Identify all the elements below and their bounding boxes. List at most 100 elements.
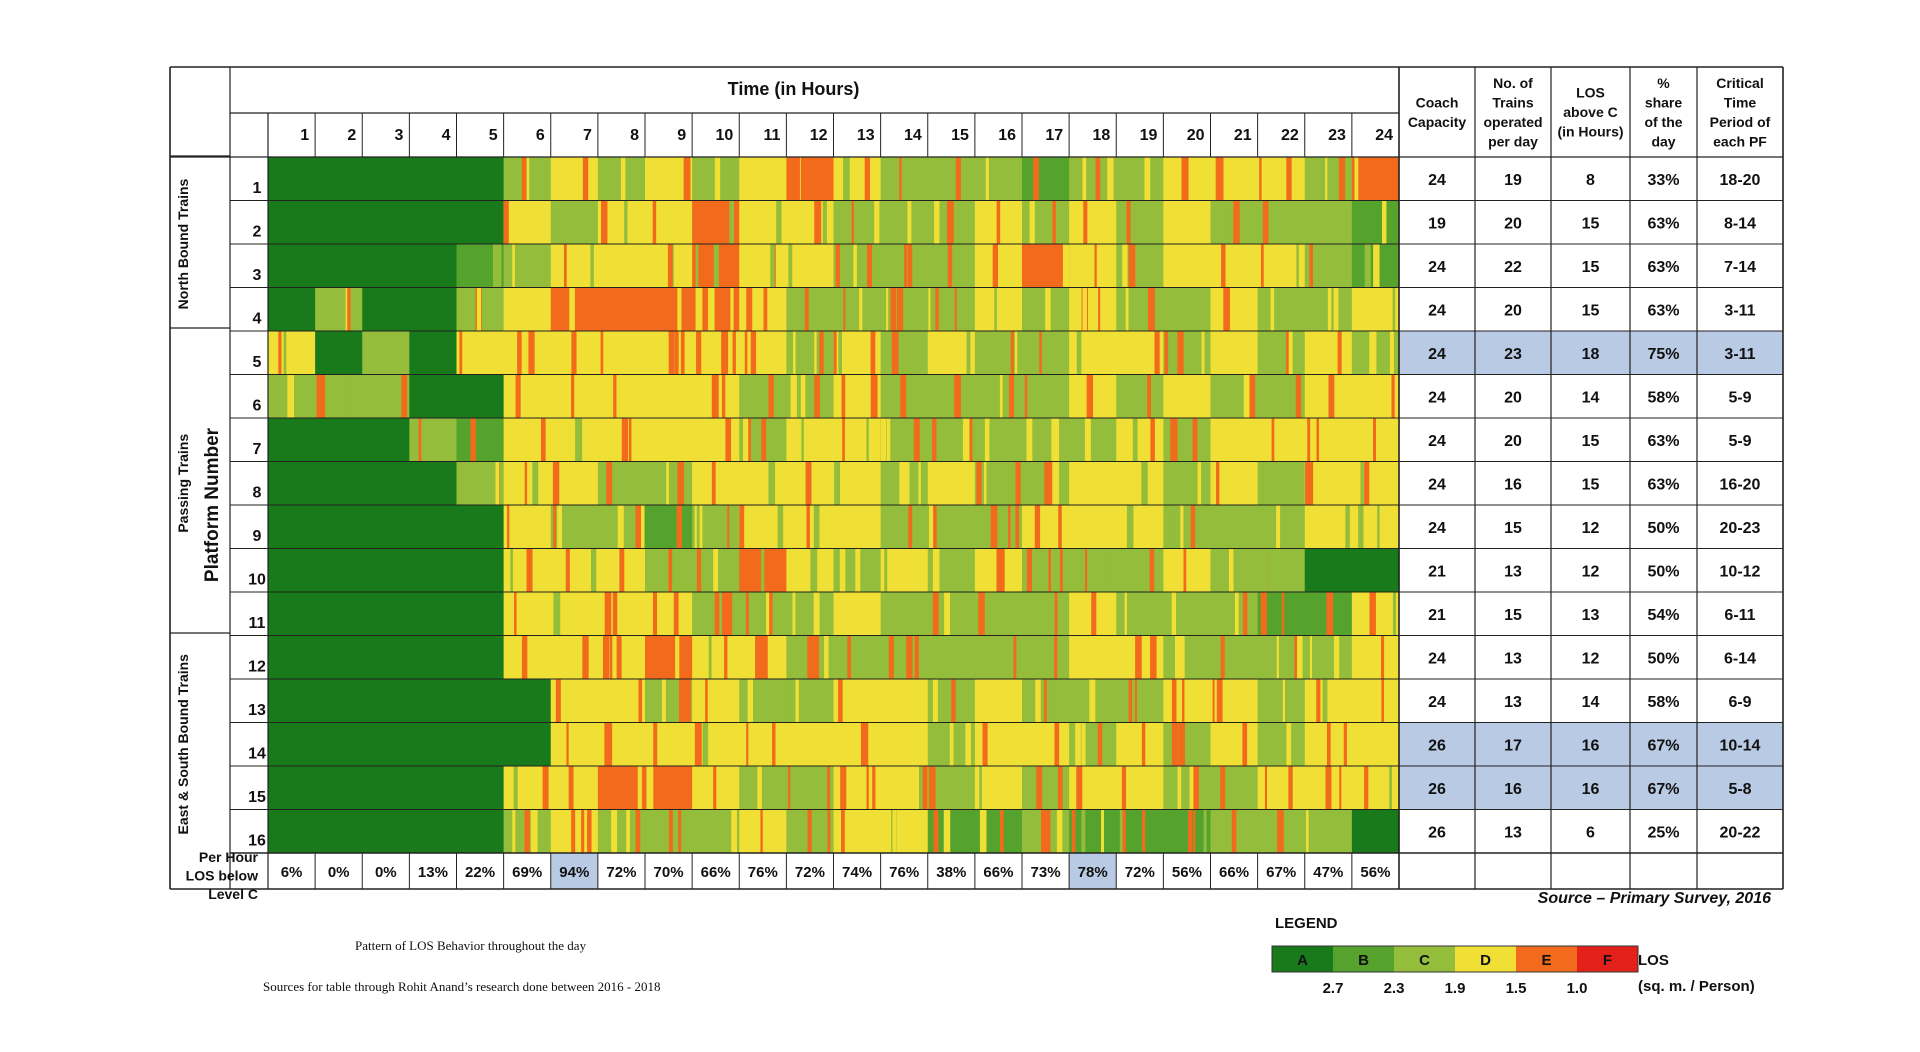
heatmap-stripe [912, 200, 918, 244]
heatmap-stripe [1276, 505, 1281, 549]
heatmap-stripe [1267, 548, 1274, 592]
heatmap-stripe [1045, 287, 1051, 331]
heatmap-stripe [1126, 505, 1134, 549]
heatmap-stripe [677, 461, 685, 505]
heatmap-cell [597, 461, 646, 505]
heatmap-stripe [602, 635, 610, 679]
heatmap-stripe [886, 418, 891, 462]
heatmap-stripe [807, 809, 812, 853]
per-hour-value: 72% [1125, 864, 1155, 881]
heatmap-stripe [798, 505, 803, 549]
heatmap-stripe [621, 418, 629, 462]
y-axis-title: Platform Number [202, 427, 223, 582]
heatmap-stripe [503, 200, 509, 244]
heatmap-stripe [731, 157, 735, 201]
heatmap-stripe [1052, 200, 1056, 244]
heatmap-cell [315, 809, 363, 853]
table-cell: 63% [1647, 303, 1679, 320]
table-cell: 16 [1582, 781, 1600, 798]
heatmap-stripe [1103, 548, 1109, 592]
heatmap-stripe [886, 287, 889, 331]
heatmap-stripe [1203, 809, 1207, 853]
legend: LEGEND A B C D E F 2.7 2.3 1.9 1.5 1.0 LOS (sq. m. / … [1271, 915, 1755, 997]
heatmap-stripe [1121, 809, 1127, 853]
heatmap-stripe [949, 722, 954, 766]
heatmap-cell [645, 505, 693, 549]
table-cell: 15 [1504, 607, 1522, 624]
heatmap-stripe [731, 809, 737, 853]
heatmap-cell [927, 157, 976, 201]
heatmap-stripe [870, 331, 876, 375]
heatmap-stripe [569, 287, 575, 331]
heatmap-stripe [722, 592, 729, 636]
heatmap-stripe [626, 766, 630, 810]
heatmap-stripe [853, 244, 857, 288]
heatmap-stripe [696, 548, 702, 592]
heatmap-stripe [996, 200, 1001, 244]
heatmap-stripe [1392, 287, 1396, 331]
platform-label: 8 [253, 485, 262, 502]
heatmap-stripe [1061, 374, 1068, 418]
heatmap-stripe [611, 766, 616, 810]
heatmap-stripe [1008, 505, 1011, 549]
heatmap-stripe [1227, 200, 1231, 244]
heatmap-stripe [932, 548, 940, 592]
heatmap-cell [550, 635, 599, 679]
heatmap-stripe [750, 548, 754, 592]
heatmap-stripe [908, 505, 913, 549]
table-header-text: % [1657, 75, 1670, 91]
heatmap-stripe [1189, 766, 1195, 810]
heatmap-cell [409, 374, 458, 418]
heatmap-stripe [677, 287, 682, 331]
table-cell: 6-9 [1728, 694, 1751, 711]
heatmap-cell [268, 418, 316, 462]
table-cell: 26 [1428, 825, 1446, 842]
heatmap-cell [1210, 548, 1259, 592]
table-cell: 12 [1582, 564, 1600, 581]
heatmap-stripe [1102, 374, 1107, 418]
heatmap-cell [268, 809, 316, 853]
heatmap-cell [880, 331, 929, 375]
heatmap-stripe [1243, 505, 1247, 549]
heatmap-stripe [506, 592, 509, 636]
heatmap-stripe [553, 592, 561, 636]
heatmap-stripe [696, 331, 702, 375]
table-cell: 24 [1428, 520, 1446, 537]
legend-break-label: 1.5 [1506, 980, 1527, 997]
heatmap-stripe [476, 287, 482, 331]
heatmap-stripe [1326, 200, 1331, 244]
heatmap-cell [1351, 679, 1400, 723]
heatmap-cell [456, 722, 505, 766]
heatmap-stripe [893, 592, 899, 636]
heatmap-stripe [788, 244, 793, 288]
heatmap-stripe [1091, 592, 1097, 636]
heatmap-stripe [759, 505, 763, 549]
heatmap-stripe [1183, 548, 1187, 592]
heatmap-stripe [1120, 331, 1126, 375]
heatmap-stripe [1369, 592, 1376, 636]
heatmap-cell [315, 461, 363, 505]
heatmap-stripe [611, 200, 619, 244]
heatmap-stripe [635, 505, 641, 549]
heatmap-stripe [601, 200, 608, 244]
heatmap-stripe [1386, 287, 1392, 331]
heatmap-cell [409, 157, 458, 201]
heatmap-cell [503, 461, 552, 505]
heatmap-stripe [728, 592, 733, 636]
heatmap-stripe [775, 244, 780, 288]
heatmap-stripe [814, 331, 817, 375]
heatmap-stripe [955, 157, 961, 201]
heatmap-stripe [1081, 722, 1086, 766]
heatmap-cell [268, 244, 316, 288]
heatmap-stripe [1085, 200, 1092, 244]
heatmap-stripe [853, 461, 859, 505]
heatmap-stripe [514, 592, 517, 636]
table-header-text: share [1645, 94, 1683, 110]
table-cell: 75% [1647, 346, 1679, 363]
heatmap-stripe [895, 505, 902, 549]
heatmap-cell [739, 374, 787, 418]
heatmap-stripe [786, 418, 792, 462]
hour-tick-label: 21 [1234, 127, 1252, 144]
table-cell: 24 [1428, 346, 1446, 363]
heatmap-stripe [506, 287, 511, 331]
